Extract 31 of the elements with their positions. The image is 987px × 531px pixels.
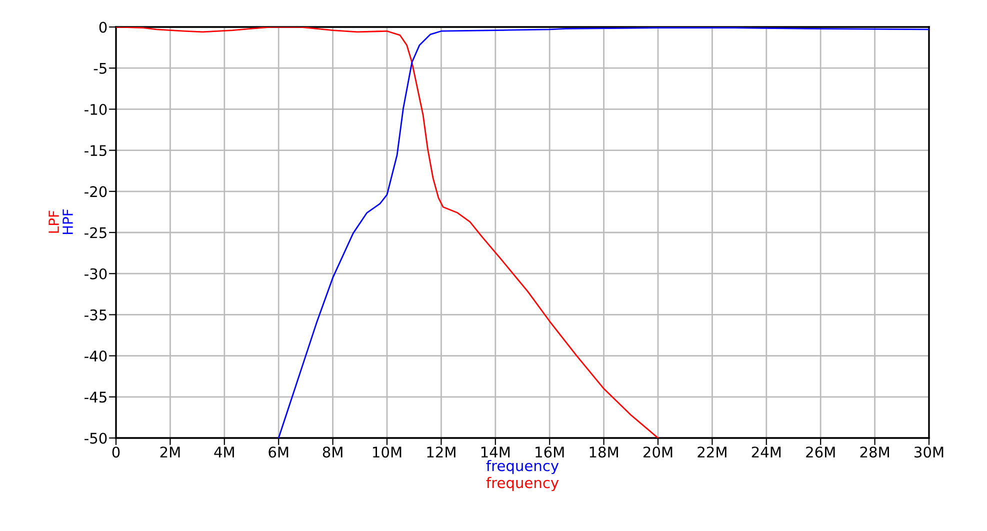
- x-tick-label: 2M: [160, 446, 180, 458]
- y-tick-label: -45: [84, 392, 106, 403]
- y-tick-label: -50: [84, 432, 107, 444]
- y-tick-label: -20: [84, 186, 107, 198]
- x-tick-label: 12M: [427, 446, 456, 458]
- x-tick-label: 30M: [914, 446, 944, 458]
- x-tick-label: 6M: [268, 446, 288, 458]
- x-tick-label: 8M: [322, 446, 342, 458]
- x-tick-label: 26M: [806, 446, 835, 458]
- text: HPF: [62, 209, 73, 234]
- x-tick-label: 28M: [860, 446, 889, 458]
- x-tick-label: 24M: [752, 446, 781, 458]
- x-tick-label: 14M: [481, 446, 510, 458]
- x-tick-label: 18M: [590, 446, 618, 458]
- y-tick-label: -5: [94, 63, 106, 74]
- x-tick-label: 22M: [698, 446, 726, 458]
- y-tick-label: -40: [84, 350, 107, 362]
- x-tick-label: 4M: [214, 446, 234, 458]
- y-tick-label: -35: [84, 309, 106, 320]
- x-axis-title: frequency: [486, 460, 559, 474]
- y-tick-label: -30: [84, 268, 107, 280]
- y-tick-label: -25: [84, 227, 106, 238]
- x-tick-label: 10M: [373, 446, 402, 458]
- y-tick-label: 0: [99, 22, 107, 33]
- y-tick-label: -10: [84, 104, 107, 115]
- x-tick-label: 16M: [536, 446, 564, 458]
- x-tick-label: 20M: [644, 446, 672, 458]
- text: LPF: [48, 210, 59, 233]
- y-tick-label: -15: [84, 145, 106, 156]
- x-tick-label: 0: [112, 446, 120, 458]
- text: frequency: [486, 476, 559, 492]
